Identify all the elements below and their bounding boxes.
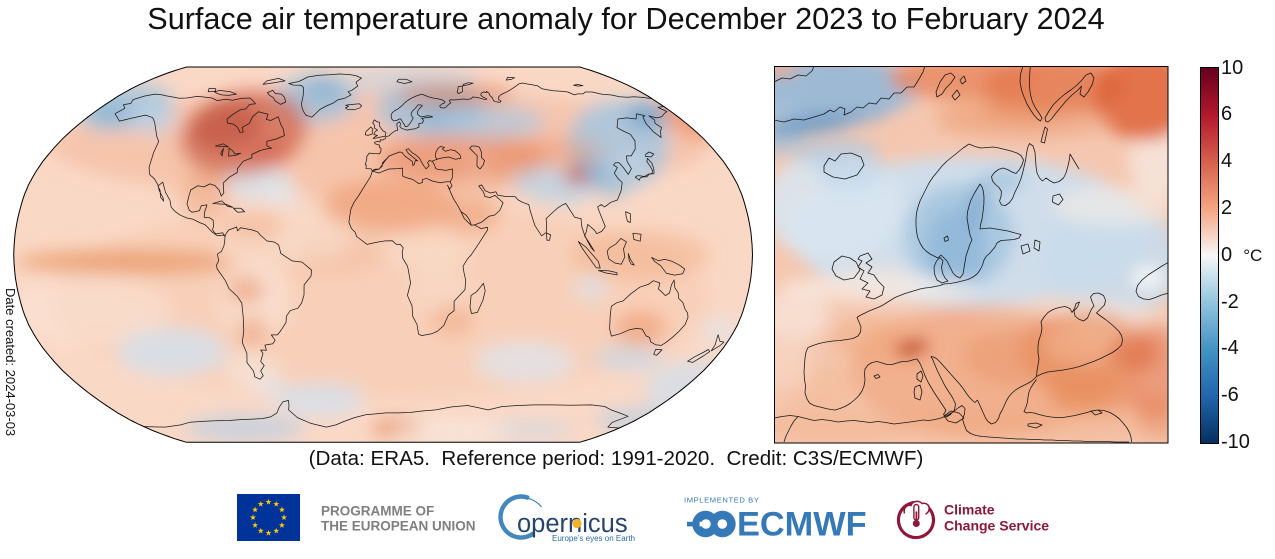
svg-text:PROGRAMME OF: PROGRAMME OF — [321, 504, 434, 519]
svg-text:Change Service: Change Service — [944, 518, 1049, 534]
svg-text:Europe’s eyes on Earth: Europe’s eyes on Earth — [552, 534, 635, 543]
svg-text:opernicus: opernicus — [517, 510, 628, 538]
svg-text:THE EUROPEAN UNION: THE EUROPEAN UNION — [321, 519, 476, 534]
svg-text:IMPLEMENTED BY: IMPLEMENTED BY — [684, 496, 760, 505]
svg-text:Climate: Climate — [944, 502, 995, 518]
svg-text:ECMWF: ECMWF — [737, 506, 867, 544]
